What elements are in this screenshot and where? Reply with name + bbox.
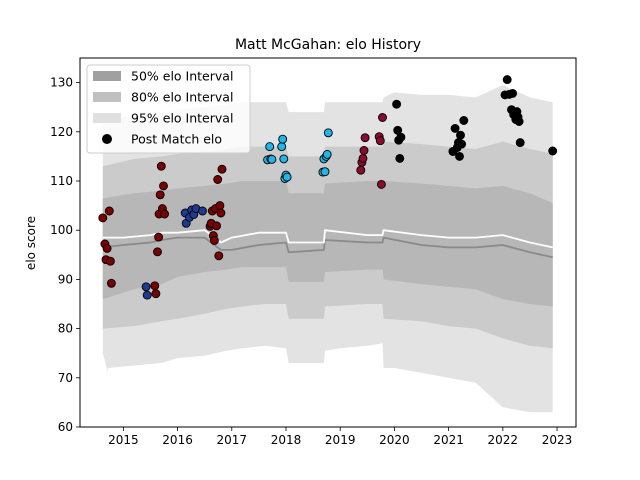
- legend-label: 95% elo Interval: [131, 111, 233, 126]
- data-point: [155, 190, 165, 200]
- data-point: [214, 251, 224, 261]
- data-point: [323, 128, 333, 138]
- data-point: [215, 201, 225, 211]
- data-point: [508, 88, 518, 98]
- x-tick-label: 2020: [379, 433, 410, 447]
- x-tick-label: 2019: [325, 433, 356, 447]
- data-point: [160, 209, 170, 219]
- data-point: [104, 206, 114, 216]
- elo-lines: [102, 229, 553, 259]
- data-point: [548, 146, 558, 156]
- legend-swatch: [93, 71, 121, 81]
- chart-title: Matt McGahan: elo History: [235, 37, 421, 53]
- y-tick-label: 80: [58, 322, 73, 336]
- data-point: [154, 232, 164, 242]
- legend-box: [86, 64, 251, 154]
- data-point: [450, 123, 460, 133]
- y-axis: 60 70 80 90 100 110 120 130: [50, 76, 80, 434]
- x-tick-label: 2016: [162, 433, 193, 447]
- data-point: [159, 181, 168, 191]
- data-point: [322, 149, 332, 159]
- data-point: [358, 153, 368, 163]
- x-tick-label: 2023: [542, 433, 573, 447]
- legend-label: 80% elo Interval: [131, 90, 233, 105]
- data-point: [98, 213, 108, 223]
- data-point: [356, 165, 366, 175]
- x-tick-label: 2021: [433, 433, 464, 447]
- data-point: [277, 142, 287, 152]
- elo-line-1: [102, 229, 553, 249]
- data-point: [376, 179, 386, 189]
- data-point: [278, 134, 288, 144]
- x-tick-label: 2015: [108, 433, 139, 447]
- data-point: [395, 153, 405, 163]
- x-tick-label: 2017: [217, 433, 248, 447]
- data-point: [282, 172, 292, 182]
- data-point: [279, 154, 289, 164]
- data-point: [455, 151, 464, 161]
- data-point: [102, 243, 112, 253]
- data-point: [502, 75, 512, 85]
- legend-label: Post Match elo: [131, 132, 222, 147]
- y-tick-label: 130: [50, 76, 73, 90]
- data-point: [142, 290, 152, 300]
- y-tick-label: 70: [58, 371, 73, 385]
- data-point: [457, 139, 467, 149]
- data-point: [141, 282, 151, 292]
- y-tick-label: 120: [50, 125, 73, 139]
- y-tick-label: 90: [58, 272, 73, 286]
- data-point: [392, 99, 402, 109]
- data-point: [156, 161, 166, 171]
- elo-line-0: [102, 236, 553, 259]
- y-tick-label: 110: [50, 174, 73, 188]
- data-point: [459, 116, 469, 125]
- post-match-points: [98, 75, 558, 300]
- legend-marker: [102, 134, 112, 144]
- legend-label: 50% elo Interval: [131, 69, 233, 84]
- data-point: [267, 154, 277, 164]
- data-point: [378, 113, 387, 122]
- y-tick-label: 60: [58, 420, 73, 434]
- data-point: [106, 278, 116, 288]
- data-point: [515, 138, 525, 148]
- legend-swatch: [93, 113, 121, 123]
- legend: 50% elo Interval 80% elo Interval 95% elo …: [86, 64, 251, 154]
- data-point: [198, 206, 207, 216]
- interval-bands: [102, 85, 553, 413]
- data-point: [396, 132, 406, 142]
- data-point: [217, 164, 227, 174]
- y-axis-label: elo score: [24, 216, 38, 270]
- data-point: [216, 208, 226, 218]
- data-point: [265, 142, 275, 152]
- data-point: [209, 236, 219, 245]
- plot-frame: [79, 57, 577, 428]
- data-point: [320, 167, 330, 177]
- data-point: [359, 146, 369, 155]
- data-point: [514, 117, 524, 126]
- x-axis: 2015 2016 2017 2018 2019 2020 2021 2022 2023: [108, 427, 572, 447]
- data-point: [150, 281, 160, 291]
- data-point: [375, 136, 385, 146]
- data-point: [360, 133, 370, 143]
- legend-swatch: [93, 92, 121, 102]
- data-point: [456, 130, 465, 140]
- data-point: [213, 175, 223, 184]
- x-tick-label: 2018: [271, 433, 302, 447]
- data-point: [151, 289, 161, 299]
- data-point: [212, 221, 222, 231]
- y-tick-label: 100: [50, 223, 73, 237]
- data-point: [153, 247, 162, 257]
- x-tick-label: 2022: [488, 433, 519, 447]
- data-point: [105, 256, 115, 266]
